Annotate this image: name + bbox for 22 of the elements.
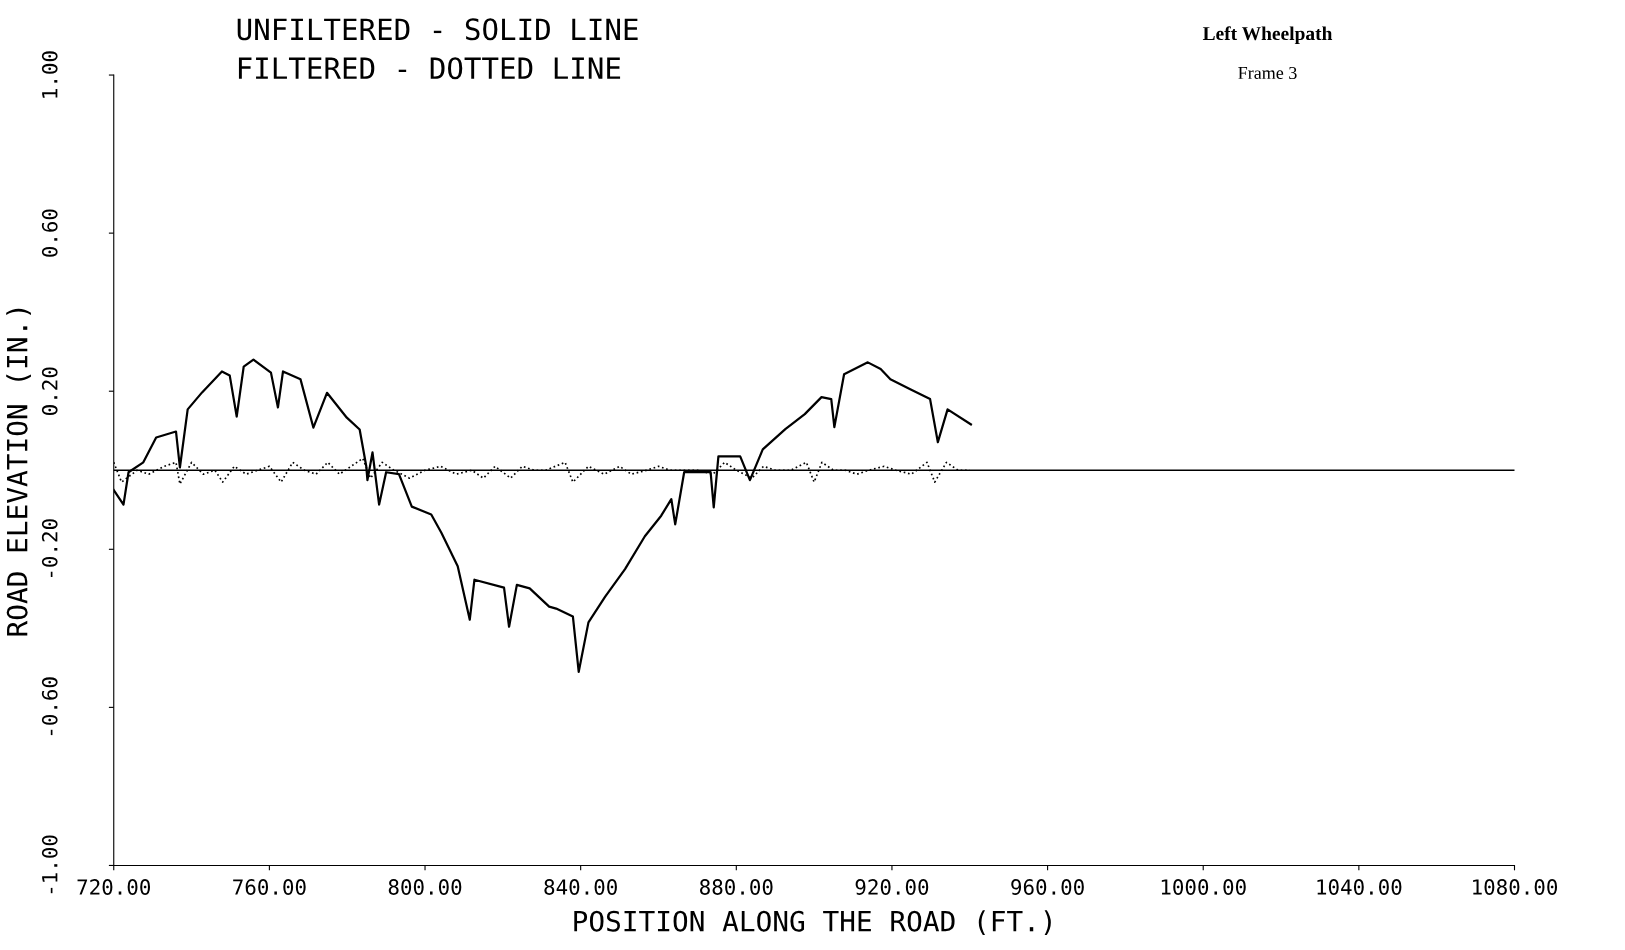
x-tick-label: 720.00 <box>77 879 151 895</box>
y-tick-label: -1.00 <box>41 835 58 894</box>
x-tick-label: 960.00 <box>1011 879 1084 895</box>
chart-title: Left Wheelpath <box>1202 26 1333 45</box>
x-tick-label: 1040.00 <box>1317 879 1402 895</box>
y-tick-label: -0.60 <box>41 677 58 736</box>
text: UNFILTERED - SOLID LINE <box>237 18 638 41</box>
y-tick-label: -0.20 <box>41 519 58 578</box>
x-tick-label: 800.00 <box>388 879 462 895</box>
y-tick-label: 1.00 <box>41 51 58 98</box>
x-tick-label: 1080.00 <box>1473 879 1558 895</box>
chart-subtitle: Frame 3 <box>1238 66 1297 80</box>
x-tick-label: 920.00 <box>855 879 929 895</box>
x-axis-title: POSITION ALONG THE ROAD (FT.) <box>574 910 1051 935</box>
x-tick-label: 840.00 <box>544 879 617 895</box>
y-tick-label: 0.60 <box>41 209 58 257</box>
y-axis-title: ROAD ELEVATION (IN.) <box>6 308 31 636</box>
annotation: FILTERED - DOTTED LINE <box>238 57 621 80</box>
x-tick-label: 1000.00 <box>1161 879 1246 895</box>
x-tick-label: 760.00 <box>233 879 306 895</box>
y-tick-label: 0.20 <box>41 367 58 415</box>
x-tick-label: 880.00 <box>700 879 773 895</box>
